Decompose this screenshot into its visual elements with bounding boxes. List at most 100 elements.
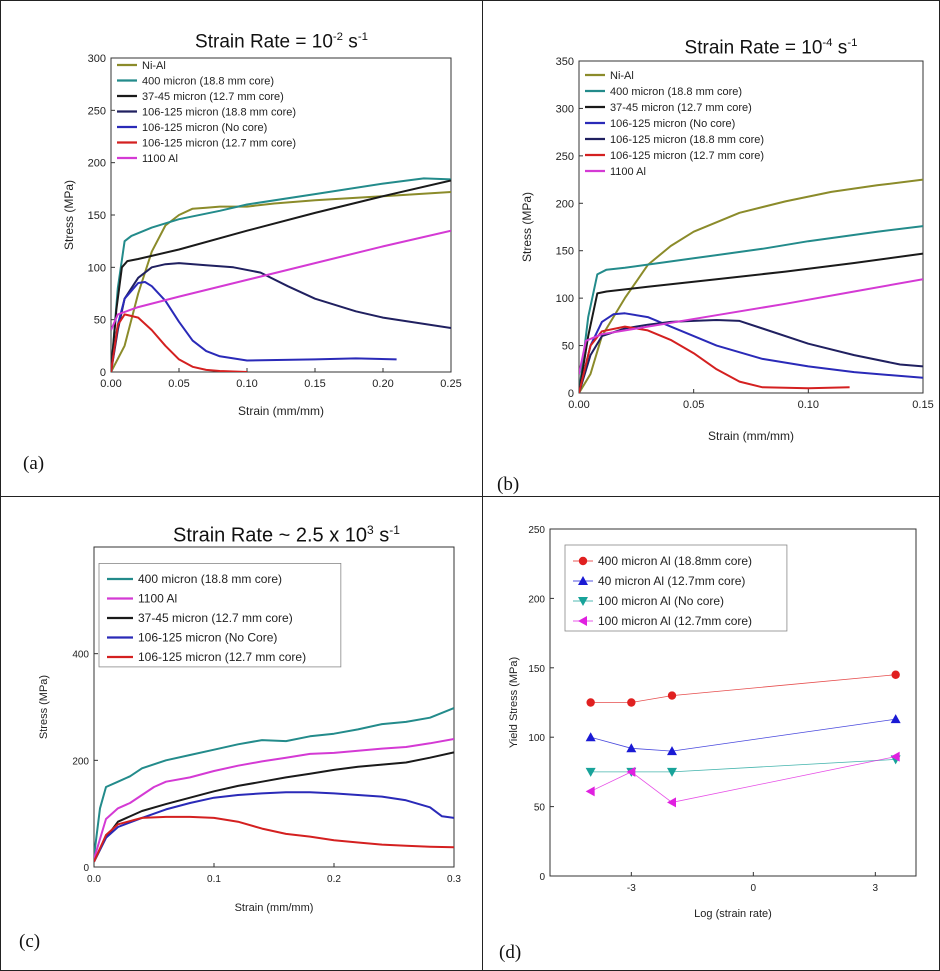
y-tick-label: 100 [528,733,545,744]
series-line [94,791,454,863]
panel-label: (a) [23,453,45,474]
y-tick-label: 200 [556,198,574,210]
legend-label: 106-125 micron (No core) [610,118,735,130]
series-line [579,312,923,393]
x-tick-label: 0.25 [440,378,461,390]
series-line [111,179,451,372]
chart-b-svg: 0.00 0.05 0.10 0.15 0 50 100 150 200 250 300 350 Str… [520,56,934,443]
series-line [579,225,923,393]
series-group [94,707,454,863]
data-point [667,797,676,808]
y-tick-label: 400 [72,650,89,661]
series-line [111,177,451,372]
y-tick-label: 50 [94,315,106,327]
data-point [585,786,595,797]
panel-b: Strain Rate = 10-4 s-1 0.00 0.05 0.10 0.15 0… [482,0,940,497]
data-point [667,767,677,777]
data-point [626,743,637,753]
legend-label: Ni-Al [142,60,166,72]
x-axis-label: Strain (mm/mm) [235,902,314,914]
series-line [111,191,451,372]
legend-label: 106-125 micron (18.8 mm core) [610,134,764,146]
series-line [590,674,896,703]
legend-label: 1100 Al [142,153,178,165]
chart-c-svg: 0.0 0.1 0.2 0.3 0 200 400 Strain (mm/mm) Stress … [38,546,461,914]
legend-label: 37-45 micron (12.7 mm core) [138,611,293,625]
panel-c: Strain Rate ~ 2.5 x 103 s-1 0.0 0.1 0.2 0.3… [0,496,483,971]
title-unit-exponent: -1 [847,37,858,49]
x-tick-label: 0.10 [798,399,819,411]
y-axis-label: Stress (MPa) [520,192,534,262]
data-point [667,691,677,700]
legend: Ni-Al 400 micron (18.8 mm core) 37-45 micr… [117,60,296,165]
y-tick-label: 50 [562,341,574,353]
x-axis-label: Strain (mm/mm) [238,404,324,418]
x-tick-label: 0.00 [100,378,121,390]
x-tick-label: 0.10 [236,378,257,390]
y-axis-label: Stress (MPa) [38,675,50,739]
x-tick-label: 0.2 [327,874,341,885]
data-point [890,751,900,762]
legend: 400 micron (18.8 mm core) 1100 Al 37-45 mi… [98,563,342,668]
series-line [579,325,850,393]
y-tick-label: 150 [556,246,574,258]
title-unit-exponent: -1 [389,523,400,537]
legend-label: 100 micron Al (No core) [598,594,724,608]
legend-label: 400 micron (18.8 mm core) [610,86,742,98]
series-line [579,278,923,375]
legend-label: 106-125 micron (No Core) [138,631,277,645]
legend: Ni-Al 400 micron (18.8 mm core) 37-45 micr… [585,70,764,178]
data-point [627,698,636,707]
data-point [585,732,596,742]
y-tick-label: 0 [568,388,574,400]
x-tick-label: 0.20 [372,378,393,390]
title-unit: s [373,524,390,547]
y-tick-label: 200 [528,594,545,605]
plot-frame [93,546,455,868]
y-tick-label: 150 [528,664,545,675]
y-tick-label: 350 [556,56,574,68]
legend-label: 400 micron (18.8 mm core) [138,572,282,586]
legend-label: 106-125 micron (12.7 mm core) [142,137,296,149]
x-tick-label: 0.00 [568,399,589,411]
series-group [579,178,923,393]
legend-box [98,563,342,668]
data-point [890,714,901,724]
data-point [667,746,677,756]
x-tick-label: -3 [627,883,636,894]
y-tick-label: 250 [528,525,545,536]
legend-label: 100 micron Al (12.7mm core) [598,614,752,628]
data-point [586,698,595,707]
title-exponent: 3 [367,523,374,537]
series-line [590,759,896,773]
legend: 400 micron Al (18.8mm core) 40 micron Al … [564,544,788,632]
series-line [94,738,454,860]
series-line [579,178,923,393]
data-point [891,670,900,679]
data-point [626,766,636,777]
legend-label: 400 micron (18.8 mm core) [142,75,274,87]
title-unit-exponent: -1 [357,31,368,43]
title-base: Strain Rate = 10 [195,31,333,53]
x-axis-label: Strain (mm/mm) [708,429,794,443]
y-tick-label: 300 [556,103,574,115]
y-tick-label: 100 [556,293,574,305]
series-line [111,229,451,331]
title-unit: s [832,37,848,59]
title-exponent: -2 [332,31,344,43]
x-tick-label: 0.15 [912,399,933,411]
series-line [94,751,454,863]
y-tick-label: 0 [83,863,89,874]
plot-frame [549,528,917,877]
y-tick-label: 250 [556,151,574,163]
panel-label: (b) [497,474,520,495]
legend-label: 1100 Al [610,166,646,178]
chart-d-svg: -3 0 3 0 50 100 150 200 250 Log (strain rate) Yiel… [508,525,917,920]
y-tick-label: 0 [539,872,545,883]
x-axis-label: Log (strain rate) [694,908,772,920]
legend-marker [578,616,587,626]
y-tick-label: 50 [534,803,546,814]
title-base: Strain Rate ~ 2.5 x 10 [173,524,368,547]
legend-marker [578,556,588,566]
